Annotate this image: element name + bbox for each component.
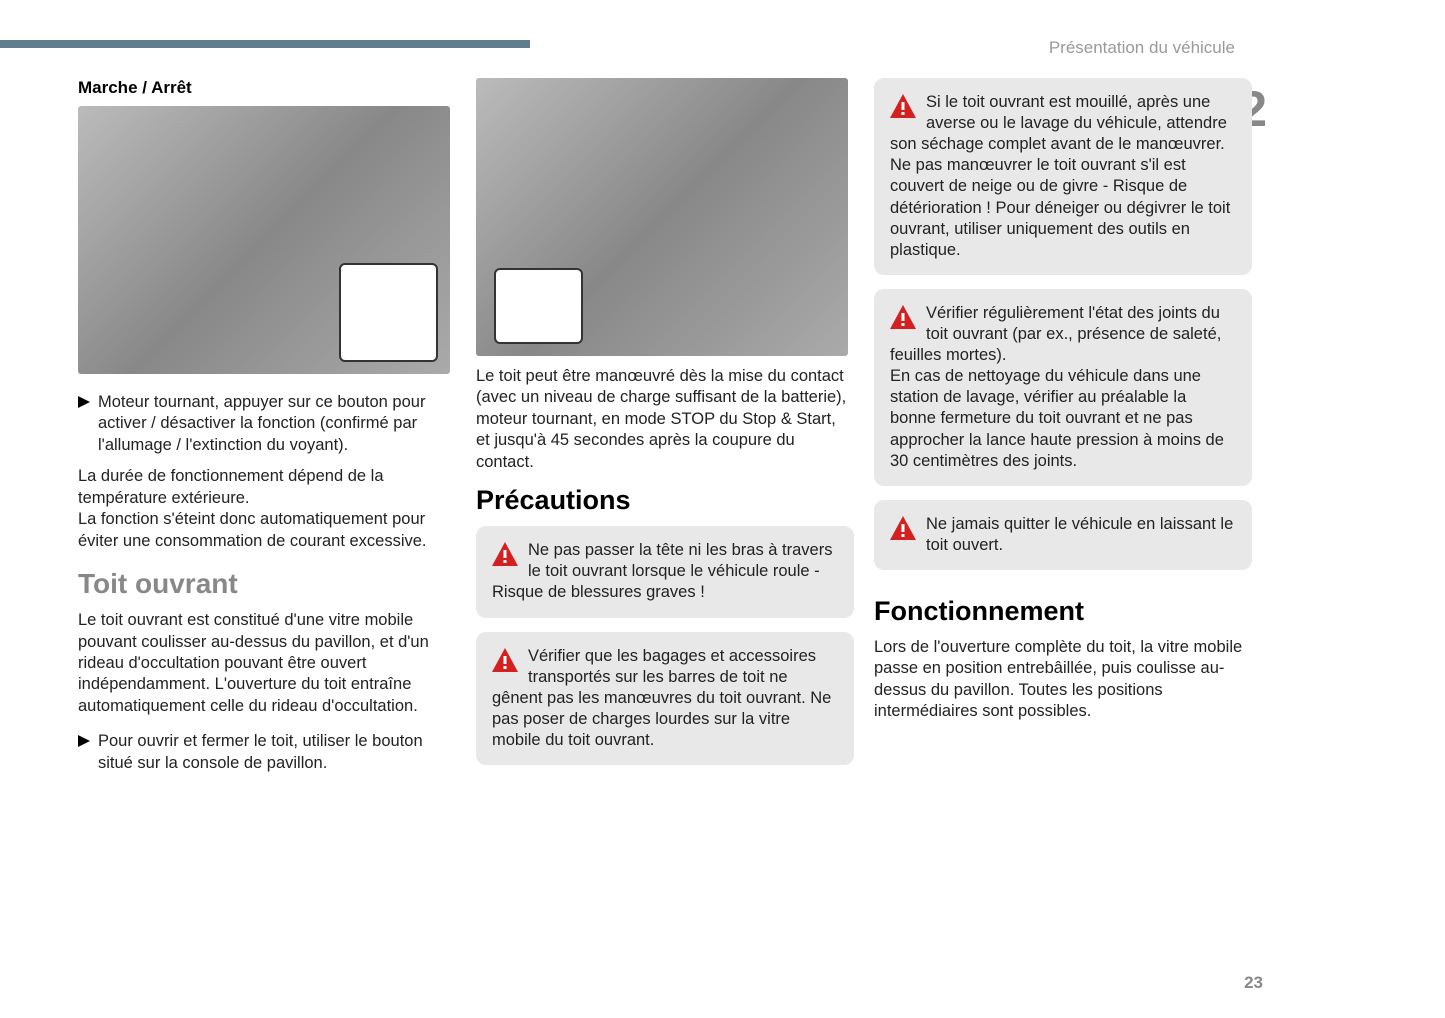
figure-dashboard-button	[78, 106, 450, 374]
content-area: Marche / Arrêt Moteur tournant, appuyer …	[78, 78, 1253, 779]
column-2: Le toit peut être manœuvré dès la mise d…	[476, 78, 854, 779]
warning-triangle-icon	[890, 94, 916, 118]
subsection-title-marche-arret: Marche / Arrêt	[78, 78, 456, 98]
bullet-text: Pour ouvrir et fermer le toit, utiliser …	[98, 731, 456, 774]
column-3: Si le toit ouvrant est mouillé, après un…	[874, 78, 1252, 779]
bullet-item: Pour ouvrir et fermer le toit, utiliser …	[78, 731, 456, 774]
warning-box: Si le toit ouvrant est mouillé, après un…	[874, 78, 1252, 275]
warning-triangle-icon	[890, 305, 916, 329]
heading-toit-ouvrant: Toit ouvrant	[78, 568, 456, 600]
warning-triangle-icon	[492, 648, 518, 672]
warning-text: Si le toit ouvrant est mouillé, après un…	[890, 93, 1230, 259]
figure-roof-console	[476, 78, 848, 356]
header-section-title: Présentation du véhicule	[1049, 38, 1235, 58]
heading-fonctionnement: Fonctionnement	[874, 596, 1252, 627]
bullet-item: Moteur tournant, appuyer sur ce bouton p…	[78, 392, 456, 456]
top-accent-bar	[0, 40, 530, 48]
warning-text: Vérifier que les bagages et accessoires …	[492, 647, 831, 749]
bullet-arrow-icon	[78, 735, 90, 747]
warning-box: Ne pas passer la tête ni les bras à trav…	[476, 526, 854, 617]
heading-precautions: Précautions	[476, 485, 854, 516]
page-number: 23	[1244, 973, 1263, 993]
paragraph: La fonction s'éteint donc automatiquemen…	[78, 509, 456, 552]
warning-triangle-icon	[492, 542, 518, 566]
column-1: Marche / Arrêt Moteur tournant, appuyer …	[78, 78, 456, 779]
warning-text: Ne jamais quitter le véhicule en laissan…	[926, 515, 1233, 554]
warning-box: Vérifier régulièrement l'état des joints…	[874, 289, 1252, 486]
bullet-arrow-icon	[78, 396, 90, 408]
warning-box: Vérifier que les bagages et accessoires …	[476, 632, 854, 766]
paragraph: Le toit ouvrant est constitué d'une vitr…	[78, 610, 456, 717]
paragraph: La durée de fonctionnement dépend de la …	[78, 466, 456, 509]
bullet-text: Moteur tournant, appuyer sur ce bouton p…	[98, 392, 456, 456]
paragraph: Le toit peut être manœuvré dès la mise d…	[476, 366, 854, 473]
warning-text: Ne pas passer la tête ni les bras à trav…	[492, 541, 832, 601]
warning-triangle-icon	[890, 516, 916, 540]
warning-box: Ne jamais quitter le véhicule en laissan…	[874, 500, 1252, 570]
warning-text: Vérifier régulièrement l'état des joints…	[890, 304, 1224, 470]
paragraph: Lors de l'ouverture complète du toit, la…	[874, 637, 1252, 723]
